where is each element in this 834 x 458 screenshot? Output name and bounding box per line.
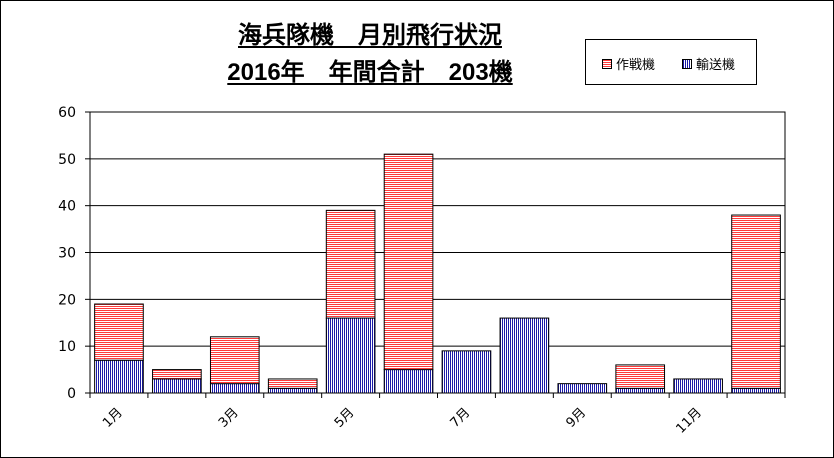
chart-title-line2: 2016年 年間合計 203機 <box>227 59 513 86</box>
y-tick-label: 10 <box>58 339 76 355</box>
bar-combat <box>731 214 781 389</box>
bar-combat <box>325 209 376 319</box>
bar-transport <box>615 387 666 394</box>
x-tick-label: 5月 <box>332 405 358 431</box>
bar-transport <box>557 383 608 394</box>
bar-transport <box>209 383 260 394</box>
legend-swatch-transport <box>682 58 692 69</box>
bar-transport <box>152 378 202 394</box>
x-tick-label: 1月 <box>100 405 126 431</box>
grid-layer <box>90 111 785 347</box>
bar-transport <box>267 387 318 394</box>
y-tick-label: 60 <box>58 105 76 121</box>
bar-transport <box>499 317 550 394</box>
x-tick-label: 11月 <box>673 405 704 436</box>
bar-transport <box>383 369 434 394</box>
bar-transport <box>731 387 781 394</box>
y-tick-label: 20 <box>58 292 76 308</box>
bar-combat <box>383 153 434 371</box>
legend-item-combat: 作戦機 <box>602 54 655 73</box>
bar-combat <box>209 336 260 385</box>
y-tick-label: 50 <box>58 152 76 168</box>
bar-transport <box>673 378 723 394</box>
legend-item-transport: 輸送機 <box>682 54 735 73</box>
x-tick-label: 9月 <box>563 405 589 431</box>
x-tick-label: 7月 <box>448 405 474 431</box>
x-tick-label: 3月 <box>216 405 242 431</box>
bar-transport <box>94 359 144 394</box>
y-tick-label: 0 <box>67 386 76 402</box>
bar-combat <box>94 303 144 361</box>
legend-label-transport: 輸送機 <box>696 58 736 73</box>
bar-transport <box>325 317 376 394</box>
bar-transport <box>441 350 492 394</box>
y-tick-label: 40 <box>58 199 76 215</box>
legend: 作戦機 輸送機 <box>585 39 757 85</box>
bar-combat <box>267 378 318 389</box>
bar-combat <box>152 369 202 380</box>
bars-layer <box>94 153 781 394</box>
y-tick-label: 30 <box>58 246 76 262</box>
legend-label-combat: 作戦機 <box>616 58 656 73</box>
bar-combat <box>615 364 666 389</box>
legend-swatch-combat <box>602 58 612 69</box>
chart-title-line1: 海兵隊機 月別飛行状況 <box>238 22 502 49</box>
